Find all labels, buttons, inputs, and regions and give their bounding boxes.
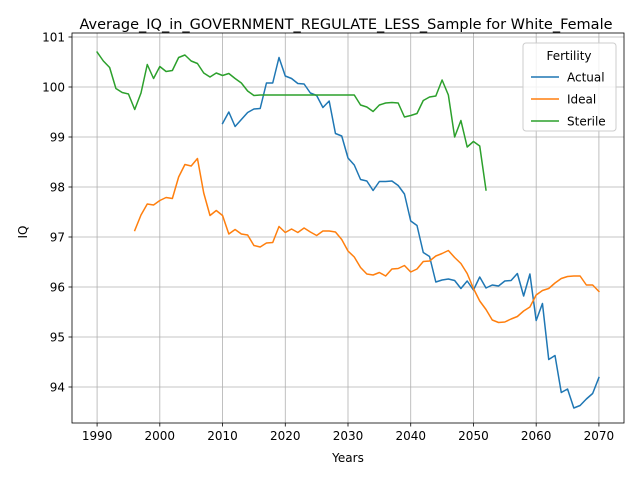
series-line-ideal — [133, 157, 600, 324]
y-tick-label: 96 — [50, 281, 65, 295]
x-tick-label: 2040 — [395, 429, 426, 443]
x-axis-label: Years — [331, 451, 364, 465]
legend-box — [522, 42, 617, 132]
x-tick-label: 2010 — [207, 429, 238, 443]
x-tick-label: 2000 — [145, 429, 176, 443]
y-tick-label: 94 — [50, 381, 65, 395]
x-tick-label: 2060 — [521, 429, 552, 443]
legend: Fertility Actual Ideal Sterile — [522, 42, 617, 132]
legend-title: Fertility — [546, 49, 591, 63]
x-tick-label: 2050 — [458, 429, 489, 443]
y-tick-label: 100 — [42, 81, 65, 95]
y-axis-label: IQ — [16, 226, 30, 239]
x-tick-label: 2070 — [584, 429, 615, 443]
series-line-actual — [221, 56, 600, 409]
y-tick-label: 97 — [50, 231, 65, 245]
legend-label-ideal: Ideal — [567, 93, 596, 107]
y-axis-ticks: 94 95 96 97 98 99 100 101 — [42, 31, 72, 395]
series-line-sterile — [96, 50, 487, 191]
x-tick-label: 2030 — [333, 429, 364, 443]
legend-label-actual: Actual — [567, 71, 605, 85]
chart-title: Average_IQ_in_GOVERNMENT_REGULATE_LESS_S… — [79, 17, 612, 33]
legend-label-sterile: Sterile — [567, 115, 606, 129]
y-tick-label: 98 — [50, 181, 65, 195]
x-tick-label: 2020 — [270, 429, 301, 443]
x-axis-ticks: 1990 2000 2010 2020 2030 2040 2050 2060 2070 — [82, 423, 614, 443]
y-tick-label: 101 — [42, 31, 65, 45]
series-lines — [96, 50, 600, 409]
y-tick-label: 99 — [50, 131, 65, 145]
legend-items: Actual Ideal Sterile — [531, 71, 606, 129]
x-tick-label: 1990 — [82, 429, 113, 443]
y-tick-label: 95 — [50, 331, 65, 345]
